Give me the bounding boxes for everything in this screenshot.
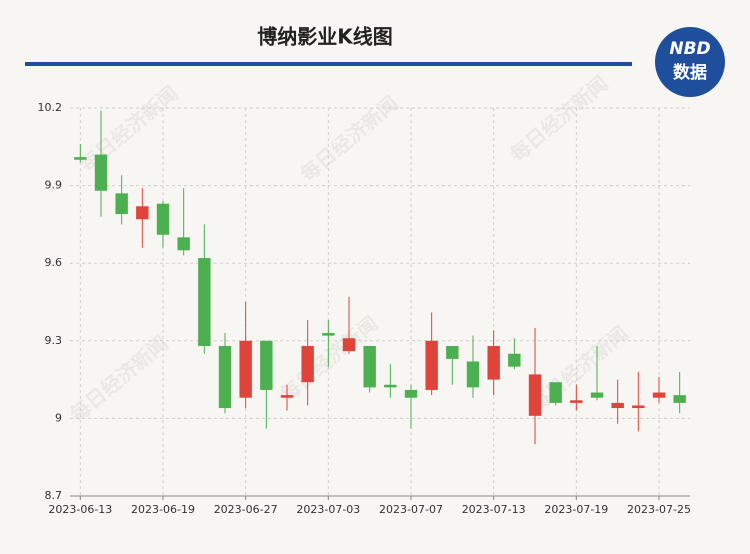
candle-body (94, 154, 108, 191)
y-tick-label: 9.6 (45, 256, 63, 269)
candle-body (74, 157, 87, 160)
x-tick-label: 2023-07-07 (379, 503, 443, 516)
y-tick-label: 10.2 (38, 101, 63, 114)
y-tick-label: 8.7 (45, 489, 63, 502)
candle-body (404, 389, 418, 398)
candle-body (549, 382, 562, 403)
candle-body (280, 395, 294, 398)
title-rule (25, 62, 632, 66)
candle-body (136, 206, 149, 220)
candle-body (384, 384, 397, 388)
chart-title: 博纳影业K线图 (257, 25, 393, 49)
candle-body (487, 345, 500, 380)
candle-body (570, 400, 583, 403)
x-tick-label: 2023-07-19 (544, 503, 608, 516)
candle-body (342, 338, 356, 352)
x-tick-label: 2023-06-13 (48, 503, 112, 516)
candle-body (590, 392, 604, 398)
x-tick-label: 2023-07-25 (627, 503, 691, 516)
candle-body (301, 345, 314, 383)
y-tick-label: 9 (55, 411, 62, 424)
y-tick-label: 9.9 (45, 179, 63, 192)
candle-body (466, 361, 480, 388)
logo (655, 27, 725, 97)
x-tick-label: 2023-07-13 (462, 503, 526, 516)
x-tick-label: 2023-06-27 (214, 503, 278, 516)
x-tick-label: 2023-07-03 (296, 503, 360, 516)
candle-body (239, 340, 252, 398)
candle-body (528, 374, 542, 416)
candle-body (156, 203, 170, 235)
candle-body (446, 345, 459, 359)
candle-body (632, 405, 645, 409)
candle-body (322, 333, 335, 336)
candle-body (260, 340, 273, 390)
candle-body (218, 345, 232, 409)
candle-body (425, 340, 438, 390)
candle-body (198, 258, 211, 346)
logo-top: NBD (669, 39, 710, 59)
candle-body (508, 353, 521, 367)
candle-body (611, 402, 624, 409)
y-tick-label: 9.3 (45, 334, 63, 347)
candle-body (363, 345, 376, 388)
candle-body (177, 237, 190, 251)
candle-body (673, 395, 686, 403)
logo-bottom: 数据 (673, 62, 707, 83)
x-tick-label: 2023-06-19 (131, 503, 195, 516)
candle-body (652, 392, 666, 398)
candle-body (115, 193, 128, 215)
